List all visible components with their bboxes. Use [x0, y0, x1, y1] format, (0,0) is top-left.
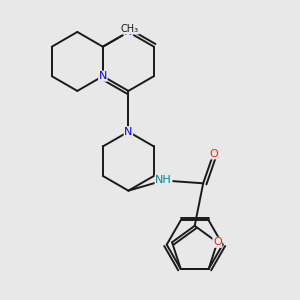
Text: CH₃: CH₃: [121, 24, 139, 34]
Text: N: N: [124, 127, 133, 137]
Text: N: N: [124, 27, 133, 37]
Text: O: O: [209, 149, 218, 159]
Text: O: O: [213, 237, 222, 247]
Text: NH: NH: [155, 176, 172, 185]
Text: N: N: [99, 71, 107, 81]
